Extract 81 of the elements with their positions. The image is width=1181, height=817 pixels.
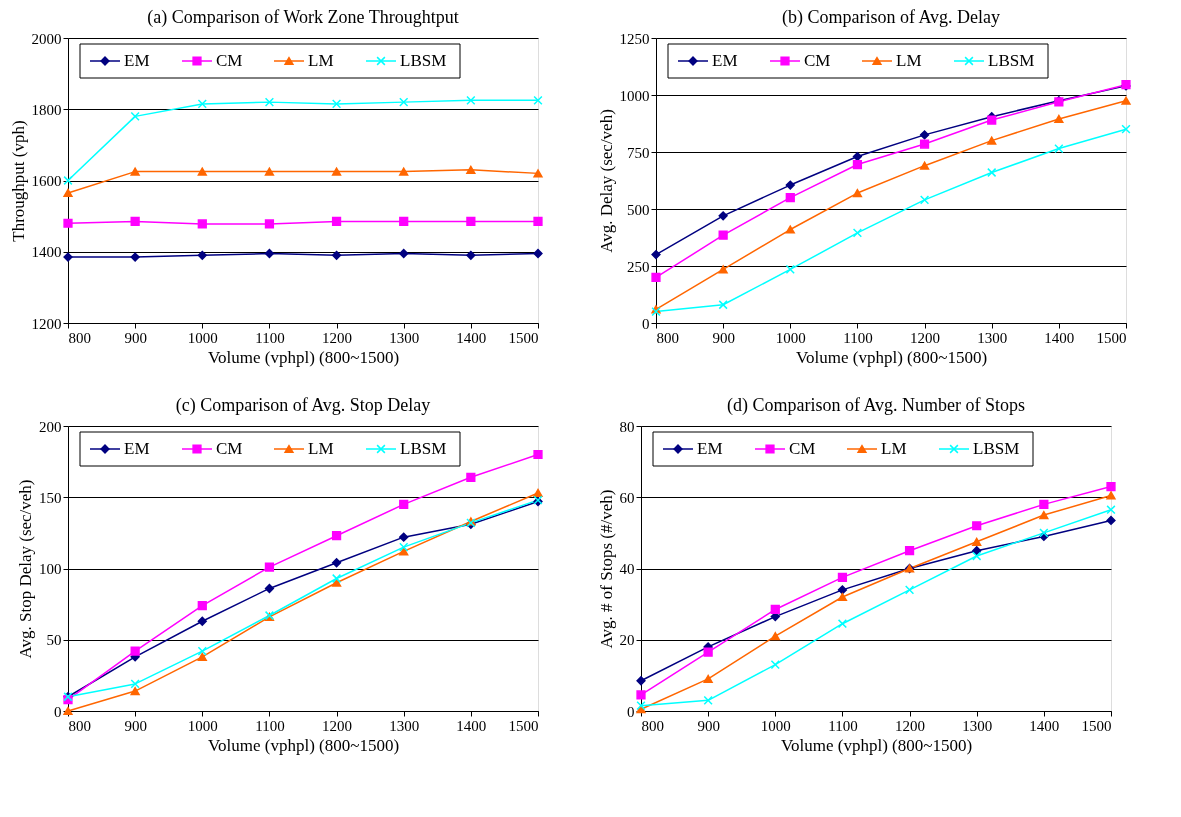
- y-tick-label: 1400: [31, 244, 62, 261]
- x-tick-label: 900: [712, 329, 735, 346]
- x-tick-label: 1200: [910, 329, 941, 346]
- chart-title: (a) Comparison of Work Zone Throughtput: [147, 7, 459, 28]
- legend-label: EM: [124, 51, 150, 70]
- y-axis-title: Avg. # of Stops (#/veh): [596, 489, 616, 649]
- x-tick-label: 1500: [508, 329, 539, 346]
- legend-label: LBSM: [973, 439, 1020, 458]
- x-tick-label: 1300: [962, 717, 993, 734]
- x-tick-label: 1300: [389, 717, 420, 734]
- y-tick-label: 20: [619, 632, 635, 649]
- y-tick-label: 1800: [31, 101, 62, 118]
- y-tick-label: 0: [54, 703, 62, 720]
- y-tick-label: 0: [642, 315, 650, 332]
- legend-label: LBSM: [988, 51, 1035, 70]
- x-tick-label: 1500: [1081, 717, 1112, 734]
- chart-title: (d) Comparison of Avg. Number of Stops: [726, 395, 1026, 416]
- y-axis-title: Avg. Delay (sec/veh): [596, 109, 616, 253]
- x-axis-title: Volume (vphpl) (800~1500): [780, 735, 973, 755]
- legend-label: EM: [712, 51, 738, 70]
- legend-label: CM: [216, 51, 243, 70]
- x-axis-title: Volume (vphpl) (800~1500): [207, 735, 400, 755]
- chart-title: (c) Comparison of Avg. Stop Delay: [175, 395, 431, 416]
- y-tick-label: 40: [619, 561, 635, 577]
- x-tick-label: 1400: [1029, 717, 1060, 734]
- x-tick-label: 1100: [255, 717, 285, 734]
- legend-label: CM: [216, 439, 243, 458]
- y-tick-label: 80: [619, 418, 635, 435]
- legend-label: LM: [308, 439, 334, 458]
- x-tick-label: 1400: [1044, 329, 1075, 346]
- x-tick-label: 1000: [775, 329, 806, 346]
- legend-label: LBSM: [400, 439, 447, 458]
- x-tick-label: 1500: [508, 717, 539, 734]
- y-tick-label: 250: [627, 258, 650, 275]
- legend-label: EM: [124, 439, 150, 458]
- x-axis-title: Volume (vphpl) (800~1500): [207, 347, 400, 367]
- x-tick-label: 800: [656, 329, 679, 346]
- y-tick-label: 1600: [31, 173, 62, 189]
- x-tick-label: 900: [124, 717, 147, 734]
- y-tick-label: 200: [39, 418, 62, 435]
- legend-label: LM: [896, 51, 922, 70]
- x-tick-label: 1200: [322, 717, 353, 734]
- y-tick-label: 1200: [31, 315, 62, 332]
- x-tick-label: 1100: [255, 329, 285, 346]
- x-tick-label: 1100: [828, 717, 858, 734]
- x-tick-label: 800: [68, 329, 91, 346]
- chart-title: (b) Comparison of Avg. Delay: [781, 7, 1001, 28]
- y-tick-label: 50: [46, 632, 62, 649]
- x-tick-label: 1300: [389, 329, 420, 346]
- x-tick-label: 1000: [187, 329, 218, 346]
- x-tick-label: 1200: [895, 717, 926, 734]
- x-tick-label: 1400: [456, 329, 487, 346]
- legend-label: CM: [789, 439, 816, 458]
- x-tick-label: 1400: [456, 717, 487, 734]
- x-tick-label: 1300: [977, 329, 1008, 346]
- y-tick-label: 2000: [31, 30, 62, 47]
- x-tick-label: 1000: [760, 717, 791, 734]
- legend-label: LBSM: [400, 51, 447, 70]
- x-tick-label: 1500: [1096, 329, 1127, 346]
- x-tick-label: 900: [124, 329, 147, 346]
- legend-label: LM: [881, 439, 907, 458]
- y-tick-label: 500: [627, 201, 650, 218]
- y-tick-label: 0: [627, 703, 635, 720]
- y-tick-label: 150: [39, 489, 62, 506]
- x-tick-label: 1100: [843, 329, 873, 346]
- legend-label: EM: [697, 439, 723, 458]
- y-tick-label: 1250: [619, 30, 650, 47]
- y-axis-title: Throughput (vph): [8, 120, 28, 242]
- y-tick-label: 100: [39, 561, 62, 577]
- x-axis-title: Volume (vphpl) (800~1500): [795, 347, 988, 367]
- y-tick-label: 60: [619, 489, 635, 506]
- x-tick-label: 1200: [322, 329, 353, 346]
- y-axis-title: Avg. Stop Delay (sec/veh): [16, 479, 35, 659]
- legend-label: LM: [308, 51, 334, 70]
- x-tick-label: 800: [68, 717, 91, 734]
- y-tick-label: 1000: [619, 87, 650, 104]
- x-tick-label: 1000: [187, 717, 218, 734]
- x-tick-label: 800: [641, 717, 664, 734]
- legend-label: CM: [804, 51, 831, 70]
- y-tick-label: 750: [627, 144, 650, 161]
- x-tick-label: 900: [697, 717, 720, 734]
